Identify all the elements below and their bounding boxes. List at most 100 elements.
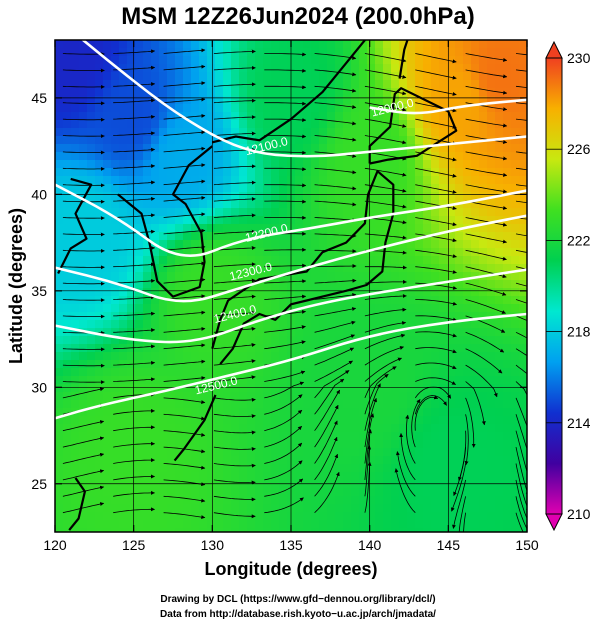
field-cell (159, 160, 168, 169)
field-cell (407, 296, 416, 305)
field-cell (231, 432, 240, 441)
field-cell (55, 496, 64, 505)
field-cell (239, 336, 248, 345)
field-cell (119, 168, 128, 177)
field-cell (191, 160, 200, 169)
field-cell (319, 64, 328, 73)
field-cell (391, 272, 400, 281)
field-cell (311, 416, 320, 425)
field-cell (119, 424, 128, 433)
field-cell (319, 408, 328, 417)
field-cell (343, 104, 352, 113)
field-cell (231, 496, 240, 505)
field-cell (391, 224, 400, 233)
field-cell (455, 160, 464, 169)
field-cell (63, 416, 72, 425)
field-cell (247, 448, 256, 457)
field-cell (351, 128, 360, 137)
field-cell (327, 456, 336, 465)
field-cell (279, 264, 288, 273)
field-cell (503, 440, 512, 449)
streamline (314, 184, 357, 191)
field-cell (271, 208, 280, 217)
field-cell (199, 152, 208, 161)
field-cell (143, 328, 152, 337)
field-cell (431, 272, 440, 281)
field-cell (351, 176, 360, 185)
field-cell (519, 176, 527, 185)
field-cell (423, 416, 432, 425)
field-cell (407, 160, 416, 169)
streamline (515, 331, 527, 339)
field-cell (255, 160, 264, 169)
field-cell (271, 160, 280, 169)
field-cell (223, 448, 232, 457)
field-cell (303, 72, 312, 81)
field-cell (415, 440, 424, 449)
field-cell (375, 424, 384, 433)
field-cell (367, 472, 376, 481)
field-cell (215, 304, 224, 313)
field-cell (231, 272, 240, 281)
field-cell (55, 488, 64, 497)
field-cell (511, 424, 520, 433)
field-cell (311, 424, 320, 433)
field-cell (103, 512, 112, 521)
field-cell (63, 144, 72, 153)
field-cell (127, 384, 136, 393)
field-cell (79, 64, 88, 73)
field-cell (119, 360, 128, 369)
field-cell (79, 56, 88, 65)
field-cell (303, 320, 312, 329)
field-cell (415, 424, 424, 433)
field-cell (175, 144, 184, 153)
field-cell (55, 176, 64, 185)
field-cell (95, 72, 104, 81)
colorbar-min-triangle (545, 513, 563, 532)
field-cell (111, 120, 120, 129)
field-cell (175, 432, 184, 441)
field-cell (359, 512, 368, 521)
field-cell (415, 352, 424, 361)
field-cell (151, 352, 160, 361)
field-cell (111, 264, 120, 273)
field-cell (407, 240, 416, 249)
field-cell (143, 256, 152, 265)
field-cell (415, 296, 424, 305)
field-cell (311, 296, 320, 305)
field-cell (343, 96, 352, 105)
field-cell (279, 480, 288, 489)
field-cell (231, 352, 240, 361)
field-cell (111, 472, 120, 481)
field-cell (383, 352, 392, 361)
field-cell (71, 464, 80, 473)
field-cell (79, 152, 88, 161)
field-cell (71, 128, 80, 137)
field-cell (143, 216, 152, 225)
field-cell (303, 232, 312, 241)
field-cell (495, 160, 504, 169)
field-cell (463, 240, 472, 249)
field-cell (87, 512, 96, 521)
field-cell (55, 528, 64, 532)
field-cell (231, 344, 240, 353)
field-cell (335, 368, 344, 377)
field-cell (479, 232, 488, 241)
streamline (458, 430, 467, 481)
field-cell (415, 160, 424, 169)
field-cell (135, 520, 144, 529)
field-cell (223, 40, 232, 49)
field-cell (351, 88, 360, 97)
field-cell (359, 88, 368, 97)
field-cell (447, 400, 456, 409)
field-cell (239, 48, 248, 57)
field-cell (439, 528, 448, 532)
field-cell (271, 440, 280, 449)
field-cell (303, 328, 312, 337)
field-cell (151, 216, 160, 225)
field-cell (103, 88, 112, 97)
field-cell (63, 208, 72, 217)
field-cell (327, 488, 336, 497)
streamline (163, 48, 206, 54)
field-cell (71, 104, 80, 113)
